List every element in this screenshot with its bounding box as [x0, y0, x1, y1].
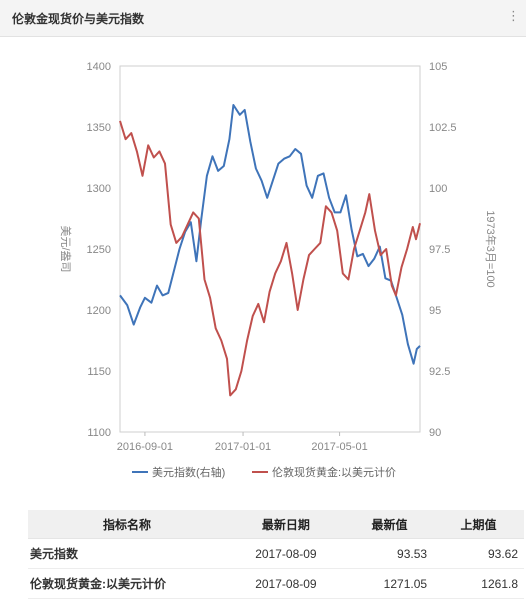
- y-right-tick-label: 90: [429, 427, 441, 439]
- chart: 1400 1350 1300 1250 1200 1150 1100 105 102.5 100 9…: [59, 61, 498, 479]
- y-right-tick-label: 100: [429, 183, 447, 195]
- cell-indicator-name: 伦敦现货黄金:以美元计价: [28, 568, 226, 599]
- legend-label: 伦敦现货黄金:以美元计价: [272, 465, 396, 479]
- summary-table: 指标名称 最新日期 最新值 上期值 美元指数 2017-08-09 93.53 …: [28, 510, 524, 599]
- series-line-gold-price: [119, 120, 421, 397]
- legend-label: 美元指数(右轴): [152, 465, 225, 479]
- cell-indicator-name: 美元指数: [28, 538, 226, 569]
- cell-previous-value: 1261.8: [433, 568, 524, 599]
- table-row[interactable]: 美元指数 2017-08-09 93.53 93.62: [28, 538, 524, 569]
- expand-icon[interactable]: ⋮: [507, 8, 520, 23]
- y-right-tick-label: 95: [429, 305, 441, 317]
- cell-latest-date: 2017-08-09: [225, 538, 346, 569]
- y-left-tick-label: 1250: [87, 244, 111, 256]
- y-left-tick-label: 1100: [87, 427, 111, 439]
- column-header-previous: 上期值: [433, 510, 524, 539]
- plot-frame: [119, 65, 421, 433]
- y-left-tick-label: 1150: [87, 366, 111, 378]
- y-left-tick-label: 1400: [87, 61, 111, 73]
- x-tick-label: 2017-01-01: [215, 441, 271, 453]
- panel-title: 伦敦金现货价与美元指数: [12, 12, 145, 26]
- column-header-date: 最新日期: [225, 510, 346, 539]
- y-left-tick-label: 1350: [87, 122, 111, 134]
- x-tick-label: 2016-09-01: [117, 441, 173, 453]
- y-right-tick-label: 105: [429, 61, 447, 73]
- cell-latest-value: 1271.05: [345, 568, 434, 599]
- x-tick-label: 2017-05-01: [311, 441, 367, 453]
- cell-previous-value: 93.62: [433, 538, 524, 569]
- y-left-tick-label: 1200: [87, 305, 111, 317]
- cell-latest-value: 93.53: [345, 538, 434, 569]
- panel-header: 伦敦金现货价与美元指数 ⋮: [0, 0, 526, 37]
- y-left-tick-label: 1300: [87, 183, 111, 195]
- column-header-latest: 最新值: [345, 510, 434, 539]
- y-right-tick-label: 102.5: [429, 122, 457, 134]
- y-right-tick-label: 97.5: [429, 244, 450, 256]
- y-right-tick-label: 92.5: [429, 366, 450, 378]
- y-right-axis-title: 1973年3月=100: [484, 210, 498, 287]
- table-header-row: 指标名称 最新日期 最新值 上期值: [28, 510, 524, 539]
- y-left-axis-title: 美元/盎司: [59, 225, 73, 272]
- column-header-name: 指标名称: [28, 510, 226, 539]
- table-row[interactable]: 伦敦现货黄金:以美元计价 2017-08-09 1271.05 1261.8: [28, 568, 524, 599]
- cell-latest-date: 2017-08-09: [225, 568, 346, 599]
- series-line-dollar-index: [119, 104, 421, 365]
